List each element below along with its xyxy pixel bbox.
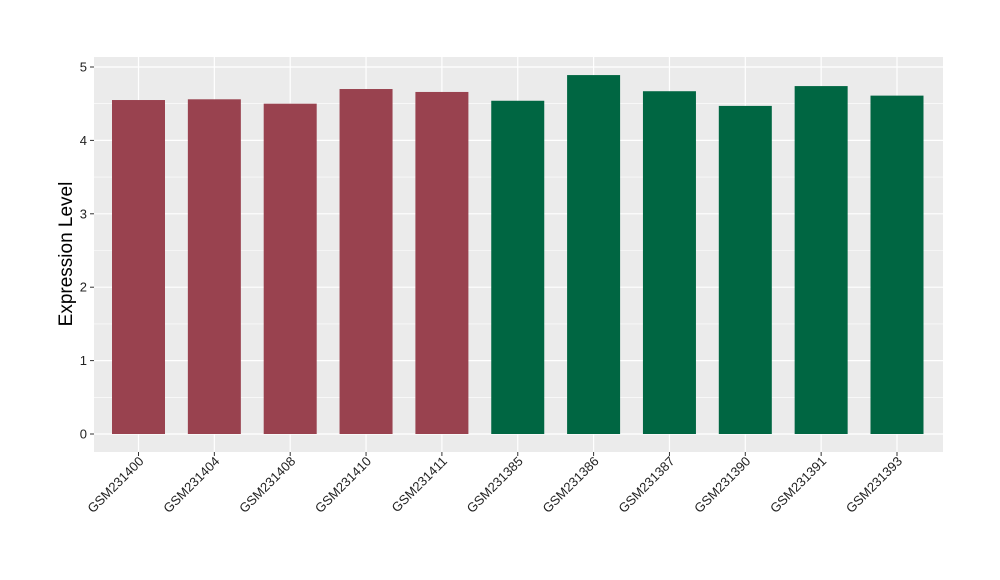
y-tick-label: 3 (80, 206, 87, 221)
bar-GSM231411 (415, 91, 469, 435)
y-axis: 0 1 2 3 4 5 (80, 60, 94, 442)
x-tick-label: GSM231411 (388, 454, 450, 516)
x-tick-label: GSM231400 (84, 454, 146, 516)
y-axis-title: Expression Level (56, 182, 77, 327)
x-axis: GSM231400 GSM231404 GSM231408 GSM231410 GSM2… (84, 452, 905, 516)
bar-GSM231390 (718, 105, 772, 434)
bar-GSM231385 (491, 100, 545, 434)
bar-GSM231391 (794, 86, 848, 435)
x-tick-label: GSM231404 (160, 454, 222, 516)
x-tick-label: GSM231386 (539, 454, 601, 516)
x-tick-label: GSM231408 (236, 454, 298, 516)
bar-GSM231404 (187, 99, 241, 435)
bar-GSM231386 (567, 75, 621, 434)
x-tick-label: GSM231391 (767, 454, 829, 516)
y-tick-label: 2 (80, 280, 87, 295)
bar-GSM231408 (263, 103, 317, 434)
bar-GSM231393 (870, 95, 924, 434)
y-tick-label: 1 (80, 353, 87, 368)
x-tick-label: GSM231390 (691, 454, 753, 516)
bars (112, 75, 924, 435)
y-tick-label: 0 (80, 427, 87, 442)
x-tick-label: GSM231385 (464, 454, 526, 516)
x-tick-label: GSM231393 (843, 454, 905, 516)
x-tick-label: GSM231387 (615, 454, 677, 516)
bar-GSM231400 (112, 100, 165, 434)
x-tick-label: GSM231410 (312, 454, 374, 516)
y-tick-label: 4 (80, 133, 87, 148)
bar-GSM231410 (339, 89, 393, 435)
y-tick-label: 5 (80, 60, 87, 75)
bar-GSM231387 (642, 91, 696, 435)
